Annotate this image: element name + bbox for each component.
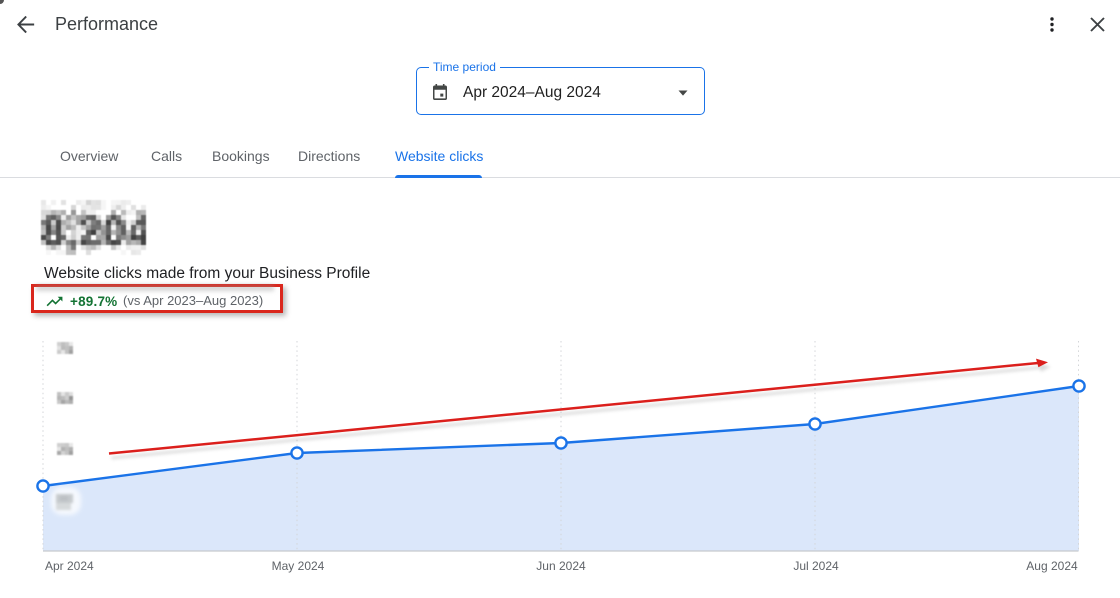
svg-text:Jul 2024: Jul 2024 [793,559,839,573]
svg-text:Aug 2024: Aug 2024 [1026,559,1078,573]
svg-text:Jun 2024: Jun 2024 [536,559,586,573]
svg-text:Apr 2024: Apr 2024 [45,559,94,573]
svg-text:May 2024: May 2024 [272,559,325,573]
